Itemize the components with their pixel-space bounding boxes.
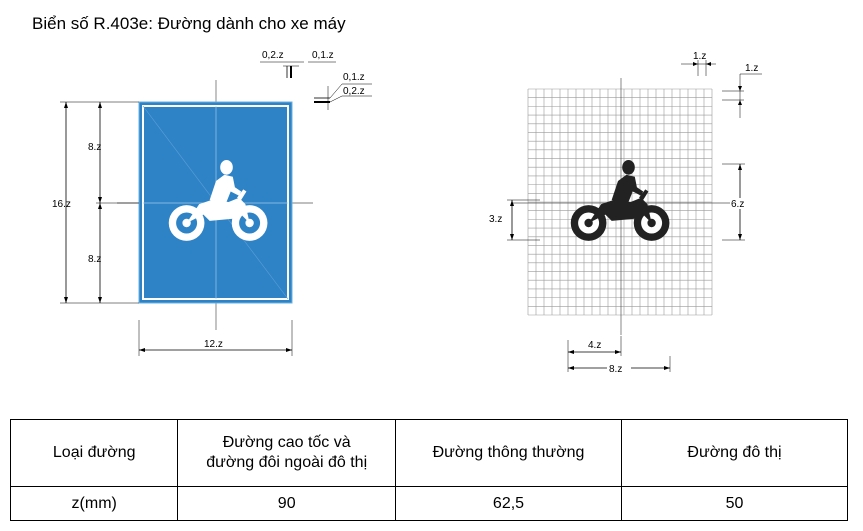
dim-right-b: 0,2.z [343,86,365,97]
dim-right-a: 0,1.z [343,72,365,83]
sign-border [142,105,289,300]
motorcycle-outline-icon [571,160,670,241]
row-label-z: z(mm) [9,486,179,521]
dim-height-upper: 8.z [88,142,101,153]
table-row: z(mm) 90 62,5 50 [9,486,849,521]
grid-drawing: 1.z 1.z 6.z 3.z 4.z 8.z [488,51,762,375]
dim-width-total: 12.z [204,339,223,350]
header-urban-road: Đường đô thị [620,419,849,487]
dim-icon-w-full: 8.z [609,364,622,375]
header-normal-road: Đường thông thường [395,419,622,487]
value-urban-road: 50 [620,486,849,521]
header-road-type: Loại đường [9,419,179,487]
sign-drawing: 8.z 16.z 8.z 12.z 0,2.z 0,1.z 0,1.z 0,2.… [52,50,372,356]
dim-height-total: 16.z [52,199,71,210]
value-highway: 90 [177,486,396,521]
dim-icon-w-half: 4.z [588,340,601,351]
dim-grid-cell-h: 1.z [745,63,758,74]
dim-icon-h-right: 6.z [731,199,744,210]
technical-drawing: 8.z 16.z 8.z 12.z 0,2.z 0,1.z 0,1.z 0,2.… [52,50,762,375]
header-highway: Đường cao tốc và đường đôi ngoài đô thị [177,419,396,487]
dim-top-b: 0,1.z [312,50,334,61]
specification-table: Loại đường Đường cao tốc và đường đôi ngo… [9,419,849,521]
page-title: Biển số R.403e: Đường dành cho xe máy [32,14,346,33]
value-normal-road: 62,5 [395,486,622,521]
dim-top-a: 0,2.z [262,50,284,61]
dim-height-lower: 8.z [88,254,101,265]
dim-icon-h-left: 3.z [489,214,502,225]
table-header-row: Loại đường Đường cao tốc và đường đôi ngo… [9,419,849,487]
dim-grid-cell-w: 1.z [693,51,706,62]
